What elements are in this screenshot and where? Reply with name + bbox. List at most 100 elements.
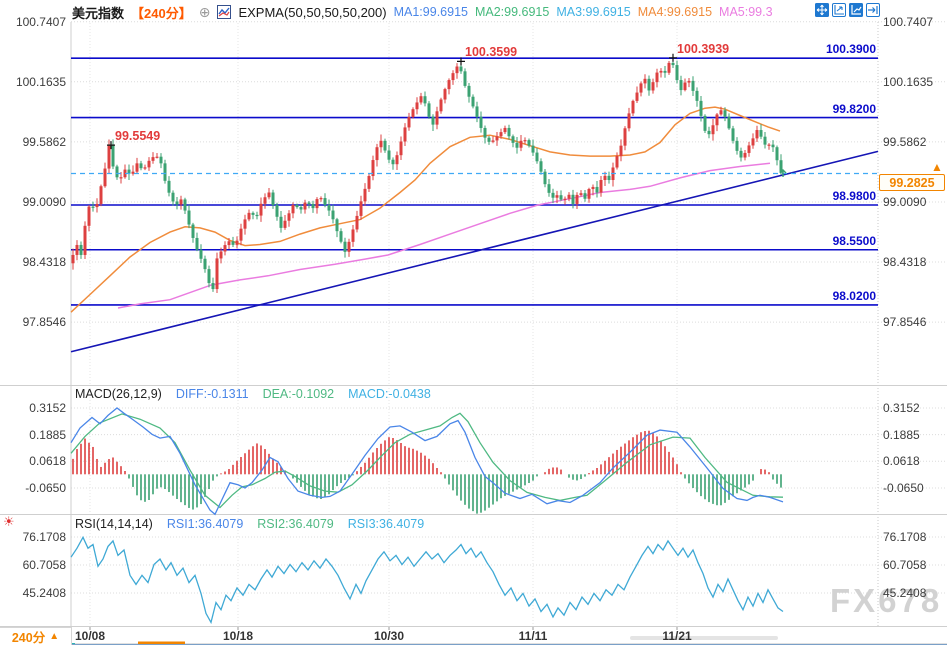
candle-body — [351, 229, 355, 242]
diff-line — [70, 407, 784, 516]
candle-body — [623, 128, 627, 146]
candle-body — [543, 171, 547, 185]
candle-body — [427, 103, 431, 117]
candle-body — [231, 241, 235, 245]
candle-body — [763, 136, 767, 145]
y-axis-label-right: 98.4318 — [883, 255, 927, 270]
candle-body — [423, 96, 427, 104]
candle-body — [419, 96, 423, 103]
candle-body — [259, 203, 263, 216]
indicator-settings-icon[interactable]: ☀ — [3, 514, 15, 529]
candle-body — [151, 157, 155, 161]
y-axis-label-right: 0.0618 — [883, 454, 920, 469]
candle-body — [175, 201, 179, 205]
candle-body — [191, 224, 195, 238]
candle-body — [767, 144, 771, 146]
y-axis-label-right: -0.0650 — [883, 480, 924, 495]
candle-body — [603, 175, 607, 181]
auto-scale-icon[interactable] — [849, 3, 863, 17]
y-axis-label-right: 0.3152 — [883, 400, 920, 415]
candle-body — [395, 155, 399, 165]
y-axis-label-right: 0.1885 — [883, 427, 920, 442]
candle-body — [667, 62, 671, 73]
ma5-line — [117, 162, 771, 309]
candle-body — [387, 150, 391, 160]
candle-body — [479, 116, 483, 128]
candle-body — [95, 203, 99, 208]
candle-body — [559, 195, 563, 200]
candle-body — [727, 116, 731, 129]
current-price-badge: 99.2825 — [879, 174, 945, 191]
macd-label[interactable]: MACD(26,12,9) — [75, 387, 162, 401]
candle-body — [83, 225, 87, 255]
expma-line — [70, 106, 781, 313]
candle-body — [591, 186, 595, 190]
candle-body — [203, 258, 207, 270]
watermark: FX678 — [830, 582, 943, 619]
candle-body — [659, 70, 663, 73]
candle-body — [359, 201, 363, 216]
candle-body — [267, 192, 271, 198]
x-axis-date-label: 11/11 — [518, 629, 548, 643]
candle-body — [187, 210, 191, 225]
candle-body — [747, 145, 751, 153]
rsi-label[interactable]: RSI(14,14,14) — [75, 517, 153, 531]
rsi1-value: RSI1:36.4079 — [166, 517, 244, 531]
price-annotation: 100.3939 — [677, 41, 730, 56]
axis-scale-icon[interactable] — [832, 3, 846, 17]
y-axis-label-left: 0.0618 — [29, 454, 66, 469]
interval-up-arrow-icon: ▲ — [49, 631, 60, 642]
candle-body — [443, 89, 447, 100]
candle-body — [303, 202, 307, 210]
peak-cross-marker — [669, 53, 677, 62]
candle-body — [731, 128, 735, 141]
candle-body — [399, 141, 403, 156]
candle-body — [487, 137, 491, 142]
go-to-latest-icon[interactable] — [866, 3, 880, 17]
candle-body — [691, 80, 695, 91]
trendline — [70, 150, 879, 353]
indicator-label[interactable]: EXPMA(50,50,50,50,200) — [238, 4, 387, 20]
candle-body — [255, 214, 259, 217]
candle-body — [215, 258, 219, 290]
pan-mode-icon[interactable] — [815, 3, 829, 17]
y-axis-label-right: 45.2408 — [883, 586, 927, 600]
candle-body — [579, 193, 583, 195]
candle-body — [275, 204, 279, 217]
rsi-header: RSI(14,14,14) RSI1:36.4079 RSI2:36.4079 … — [75, 517, 424, 532]
candle-body — [223, 245, 227, 252]
macd-macd-value: MACD:-0.0438 — [348, 387, 431, 401]
candle-body — [87, 206, 91, 226]
x-axis-date-label: 10/08 — [74, 629, 106, 643]
candle-body — [363, 188, 367, 202]
candle-body — [507, 127, 511, 137]
candle-body — [323, 198, 327, 205]
candle-body — [415, 102, 419, 110]
candle-body — [695, 90, 699, 101]
interval-selector[interactable]: 【240分】 — [131, 5, 192, 21]
symbol-title: 美元指数 — [72, 5, 125, 21]
candle-body — [147, 160, 151, 168]
candle-body — [227, 241, 231, 246]
candle-body — [519, 140, 523, 148]
candle-body — [199, 249, 203, 259]
add-indicator-icon[interactable]: ⊕ — [198, 3, 211, 20]
candle-body — [495, 136, 499, 141]
candle-body — [343, 241, 347, 252]
candle-body — [195, 237, 199, 250]
candle-body — [483, 127, 487, 138]
candle-body — [319, 198, 323, 200]
candle-body — [743, 152, 747, 158]
y-axis-label-right: 100.7407 — [883, 14, 934, 29]
candle-body — [447, 80, 451, 90]
candle-body — [703, 115, 707, 131]
x-axis-date-label: 10/30 — [373, 629, 405, 643]
candle-body — [91, 206, 95, 208]
scrollbar-thumb[interactable] — [630, 636, 778, 640]
dea-line — [70, 412, 784, 509]
footer-interval-switcher[interactable]: 240分 ▲ — [0, 627, 72, 645]
candle-body — [647, 78, 651, 91]
candle-body — [407, 117, 411, 128]
